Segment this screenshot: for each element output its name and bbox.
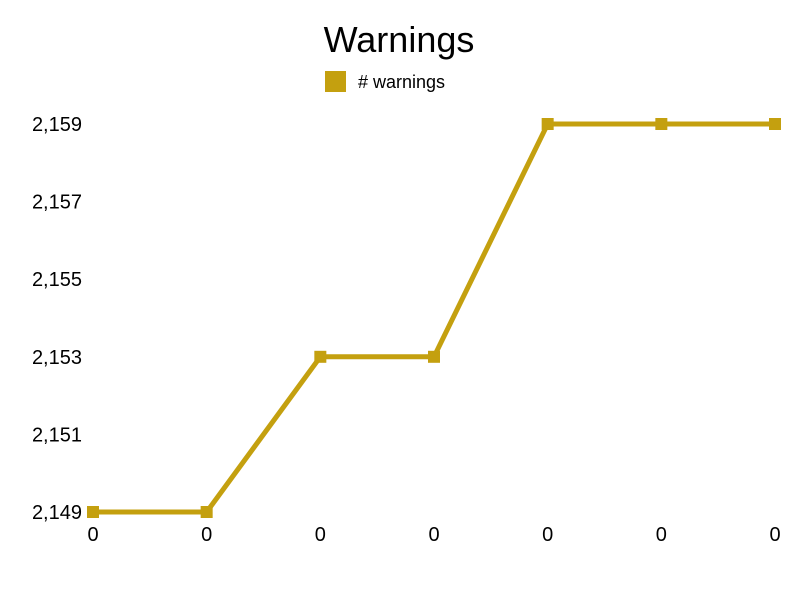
chart-title: Warnings: [324, 19, 475, 60]
x-tick-label: 0: [656, 524, 667, 546]
x-tick-label: 0: [87, 524, 98, 546]
x-tick-label: 0: [315, 524, 326, 546]
x-tick-label: 0: [769, 524, 780, 546]
data-point: [428, 350, 440, 363]
legend-swatch: [325, 71, 346, 92]
legend: # warnings: [325, 71, 445, 92]
y-tick-label: 2,151: [32, 424, 82, 446]
x-tick-label: 0: [428, 524, 439, 546]
y-tick-label: 2,155: [32, 269, 82, 291]
data-point: [769, 118, 781, 130]
x-tick-label: 0: [201, 524, 212, 546]
data-point: [200, 506, 213, 518]
x-axis: 0 0 0 0 0 0 0: [87, 524, 780, 546]
x-tick-label: 0: [542, 524, 553, 546]
y-tick-label: 2,153: [32, 347, 82, 369]
data-point: [541, 118, 554, 130]
data-point: [655, 118, 668, 130]
y-tick-label: 2,157: [32, 192, 82, 214]
y-axis: 2,149 2,151 2,153 2,155 2,157 2,159: [32, 114, 82, 524]
series-line: [93, 121, 775, 515]
legend-label: # warnings: [358, 72, 445, 92]
data-point: [87, 506, 99, 518]
data-point: [314, 350, 327, 363]
plot-area: [87, 118, 781, 518]
y-tick-label: 2,159: [32, 114, 82, 136]
y-tick-label: 2,149: [32, 502, 82, 524]
